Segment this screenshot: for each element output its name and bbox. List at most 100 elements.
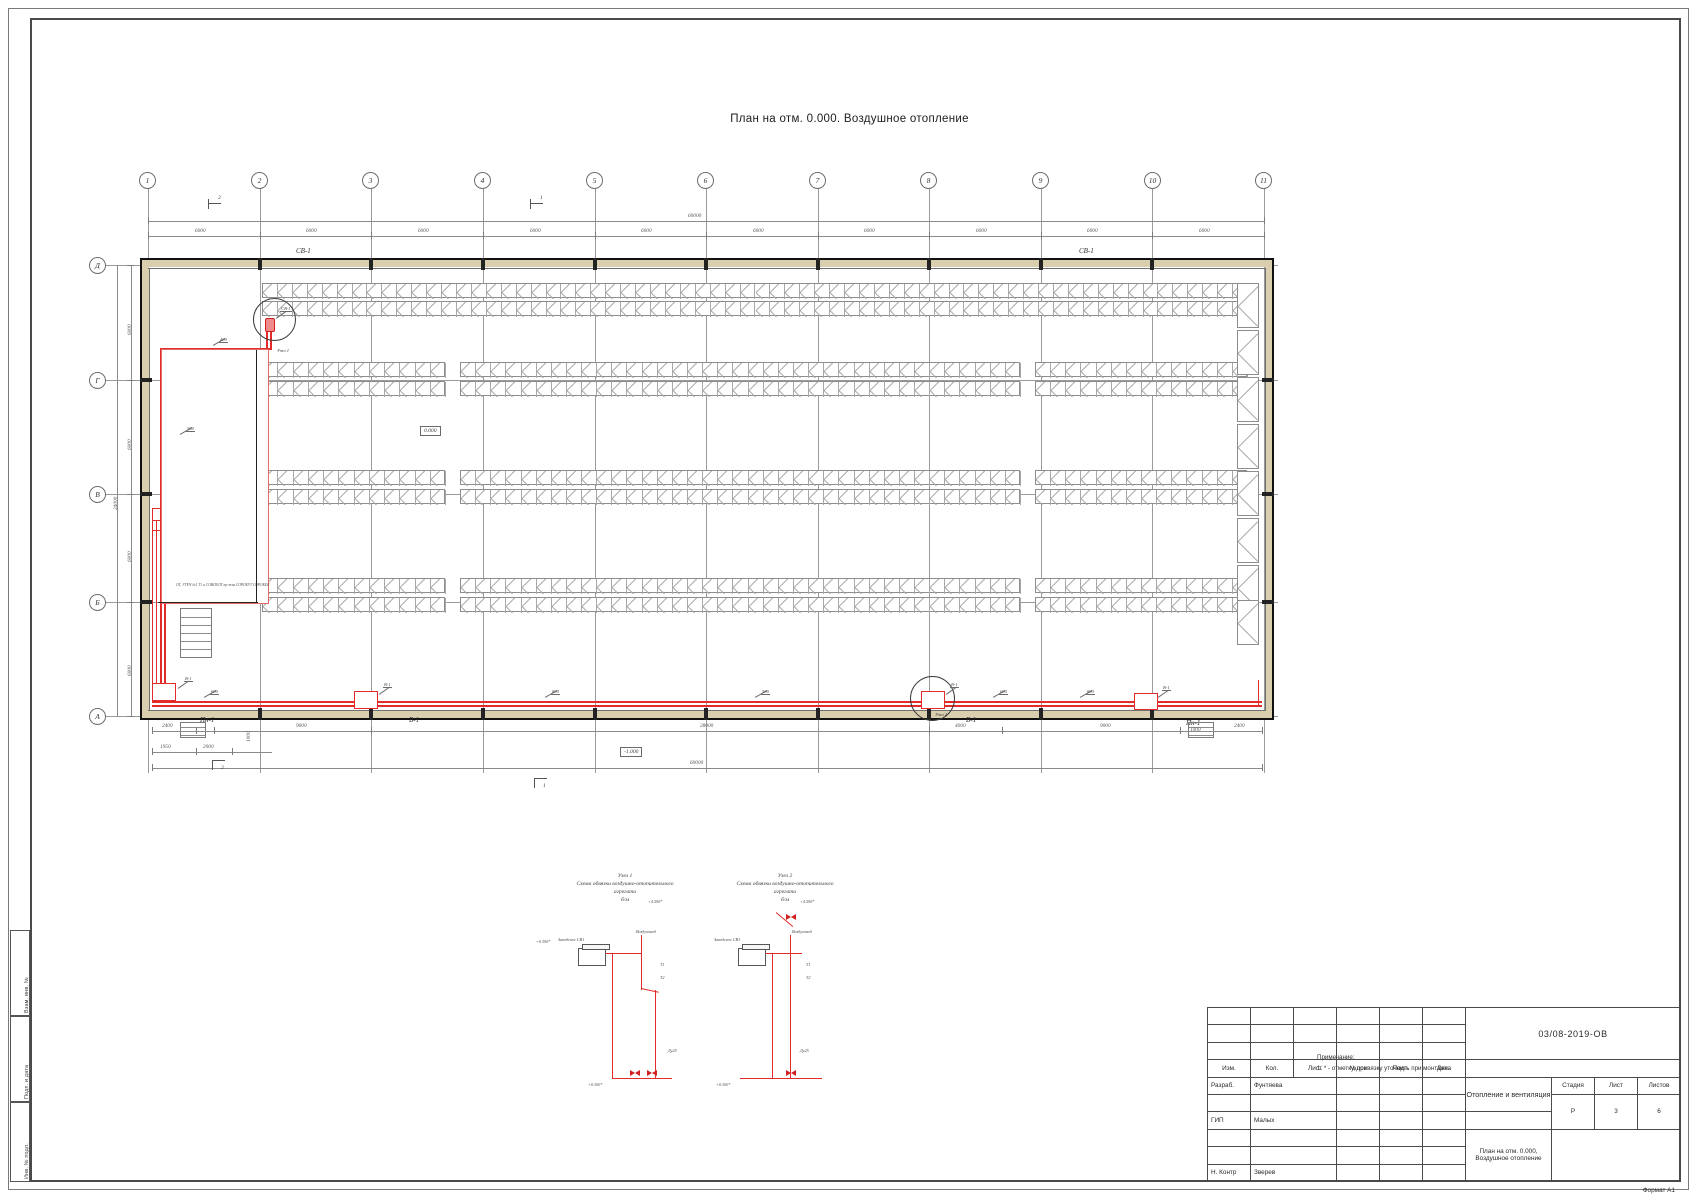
rack-cell	[308, 302, 323, 317]
rack-cell	[673, 598, 689, 613]
callout-value: 800	[551, 689, 560, 695]
grid-bubble-8[interactable]: 8	[920, 172, 937, 189]
detail-1-valve-2[interactable]	[630, 1070, 640, 1077]
rack-cell	[385, 471, 401, 486]
rack-cell	[597, 579, 613, 594]
dim-bottom-5: 9000	[1100, 723, 1111, 729]
column-mark	[1262, 378, 1274, 382]
rack-cell	[476, 471, 492, 486]
rack-cell	[309, 471, 324, 486]
grid-bubble-7[interactable]: 7	[809, 172, 826, 189]
rack-cell	[964, 284, 980, 299]
rack-cell	[537, 598, 552, 613]
stamp-blank	[1336, 1128, 1380, 1148]
grid-bubble-1[interactable]: 1	[139, 172, 156, 189]
detail-2-d1: Ду25	[800, 1048, 809, 1053]
grid-bubble-B[interactable]: Б	[89, 594, 106, 611]
dim-bottom-chain	[152, 731, 1262, 732]
stamp-blank	[1207, 1024, 1251, 1043]
rack-cell	[920, 302, 935, 317]
column-mark	[1262, 600, 1274, 604]
grid-bubble-G[interactable]: Г	[89, 372, 106, 389]
grid-bubble-label: Б	[95, 598, 100, 607]
rack-cell	[976, 598, 991, 613]
grid-bubble-A[interactable]: А	[89, 708, 106, 725]
node-2-circle[interactable]	[910, 676, 955, 721]
rack-cell	[1066, 471, 1082, 486]
rack-cell	[964, 302, 980, 317]
node-1-circle[interactable]	[253, 298, 296, 341]
detail-1-title-line2: Схема обвязки воздушно-отопительного	[576, 881, 674, 888]
grid-bubble-5[interactable]: 5	[586, 172, 603, 189]
grid-bubble-6[interactable]: 6	[697, 172, 714, 189]
detail-2-valve-1[interactable]	[786, 1070, 796, 1077]
rack-cell	[1172, 598, 1188, 613]
callout-unit-2: В-1	[383, 682, 392, 688]
column-mark	[593, 258, 597, 270]
grid-bubble-label: 2	[257, 176, 262, 185]
grid-bubble-9[interactable]: 9	[1032, 172, 1049, 189]
grid-bubble-2[interactable]: 2	[251, 172, 268, 189]
stamp-blank	[1336, 1146, 1380, 1165]
rack-cell	[1036, 579, 1052, 594]
rack-cell	[1097, 471, 1112, 486]
rack-cell	[718, 490, 734, 505]
rack-cell	[1081, 382, 1097, 397]
rack-cell	[308, 284, 323, 299]
rack-cell	[582, 490, 598, 505]
rack-cell	[785, 284, 801, 299]
rack-cell	[673, 471, 689, 486]
rack-cell	[991, 363, 1006, 378]
dim-tick	[148, 232, 149, 239]
grid-bubble-4[interactable]: 4	[474, 172, 491, 189]
stamp-header-kol: Кол.	[1250, 1059, 1294, 1078]
dim-bottom-1: 1000	[246, 731, 252, 742]
rack-cell	[506, 382, 522, 397]
rack-cell	[567, 579, 583, 594]
stamp-blank	[1379, 1111, 1423, 1130]
rack-block	[262, 283, 1248, 299]
callout-value: 500	[186, 426, 195, 432]
rack-cell	[688, 363, 704, 378]
rack-cell	[323, 302, 338, 317]
rack-cell	[567, 382, 583, 397]
rack-cell	[1051, 363, 1067, 378]
detail-1-valve-1[interactable]	[647, 1070, 657, 1077]
rack-cell	[1051, 382, 1067, 397]
rack-cell	[703, 598, 719, 613]
grid-bubble-10[interactable]: 10	[1144, 172, 1161, 189]
stamp-meta-header-2: Листов	[1637, 1076, 1681, 1095]
column-mark	[1262, 492, 1274, 496]
rack-cell	[431, 579, 446, 594]
rack-cell	[976, 363, 991, 378]
column-mark	[927, 258, 931, 270]
rack-cell	[1172, 579, 1188, 594]
rack-cell	[950, 284, 965, 299]
rack-cell	[1097, 490, 1112, 505]
rack-cell	[385, 598, 401, 613]
rack-cell	[930, 490, 946, 505]
rack-cell	[960, 490, 976, 505]
dim-tick	[148, 217, 149, 224]
rack-block	[460, 489, 1021, 505]
dim-tick	[127, 716, 134, 717]
stamp-blank	[1336, 1111, 1380, 1130]
rack-cell	[502, 284, 517, 299]
grid-bubble-V[interactable]: В	[89, 486, 106, 503]
stamp-blank	[1336, 1076, 1380, 1095]
dim-tick	[483, 232, 484, 239]
grid-bubble-11[interactable]: 11	[1255, 172, 1272, 189]
rack-cell	[1036, 363, 1052, 378]
detail-1-unit-box	[578, 948, 606, 966]
detail-2-valve-2[interactable]	[786, 914, 796, 921]
dim-bottom-2: 9000	[296, 723, 307, 729]
stamp-name-2: Малых	[1250, 1111, 1337, 1130]
column-mark	[140, 378, 152, 382]
column-mark	[258, 258, 262, 270]
column-mark	[593, 708, 597, 720]
grid-bubble-3[interactable]: 3	[362, 172, 379, 189]
grid-bubble-D[interactable]: Д	[89, 257, 106, 274]
dim-left-total: 24000	[113, 496, 119, 510]
rack-cell	[643, 382, 658, 397]
rack-cell	[1218, 471, 1233, 486]
